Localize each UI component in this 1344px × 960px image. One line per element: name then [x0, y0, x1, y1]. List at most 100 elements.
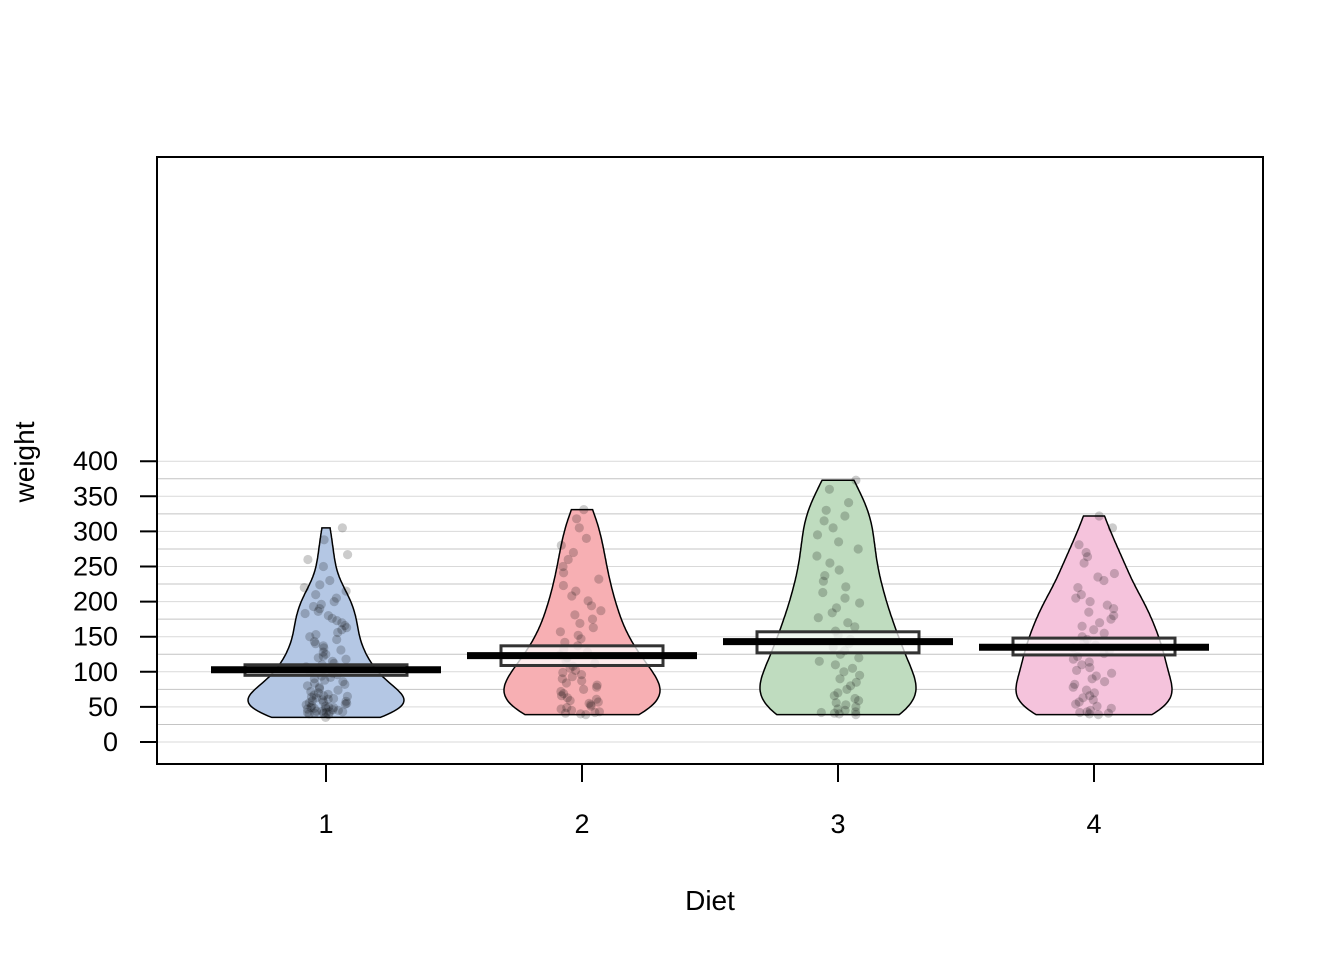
data-point	[850, 693, 860, 704]
data-point	[1106, 703, 1116, 713]
data-point	[1093, 572, 1103, 582]
data-point	[567, 672, 577, 682]
x-axis-title: Diet	[685, 885, 735, 916]
data-point	[594, 707, 605, 717]
data-point	[320, 701, 330, 711]
y-tick-label: 400	[73, 446, 118, 476]
data-point	[332, 616, 342, 626]
data-point	[314, 684, 325, 694]
data-point	[343, 550, 353, 560]
data-point	[581, 533, 592, 544]
data-point	[340, 620, 350, 631]
violins	[247, 479, 1173, 719]
data-point	[321, 707, 331, 718]
data-point	[305, 632, 315, 642]
data-point	[1102, 600, 1112, 610]
data-point	[1107, 668, 1117, 678]
data-point	[316, 599, 326, 610]
data-point	[847, 663, 858, 673]
data-point	[854, 653, 864, 663]
data-point	[586, 701, 596, 711]
data-point	[302, 707, 313, 718]
data-point	[307, 696, 317, 706]
data-point	[313, 606, 323, 617]
violin-diet-1	[247, 527, 405, 719]
data-point	[340, 679, 350, 690]
data-point	[583, 596, 593, 606]
data-point	[327, 613, 337, 624]
y-tick-label: 250	[73, 552, 118, 582]
data-point	[835, 674, 845, 684]
data-point	[317, 695, 327, 705]
data-point	[576, 670, 587, 680]
data-point	[571, 665, 581, 676]
violin-diet-4	[1015, 515, 1173, 716]
data-point	[1072, 665, 1082, 676]
data-point	[570, 610, 580, 620]
data-point	[319, 643, 329, 653]
data-point	[558, 561, 568, 572]
data-point	[850, 622, 860, 632]
y-axis-title: weight	[9, 421, 40, 503]
data-point	[855, 670, 865, 680]
x-axis: 1 2 3 4	[318, 764, 1102, 839]
data-point	[851, 475, 861, 485]
data-point	[577, 676, 587, 686]
data-point	[318, 647, 328, 657]
data-point	[1085, 663, 1095, 673]
data-point	[329, 703, 339, 713]
data-point	[1078, 693, 1088, 703]
data-point	[567, 591, 577, 601]
data-point	[854, 696, 864, 706]
data-point	[308, 601, 319, 612]
data-point	[841, 582, 851, 592]
data-point	[1099, 628, 1109, 638]
data-point	[318, 708, 329, 718]
data-point	[840, 511, 850, 521]
data-point	[319, 535, 329, 545]
data-point	[830, 660, 841, 670]
data-point	[1109, 568, 1119, 579]
data-point	[839, 667, 849, 677]
y-tick-label: 0	[103, 727, 118, 757]
data-point	[556, 540, 566, 551]
data-point	[310, 708, 320, 718]
data-point	[306, 703, 316, 713]
data-point	[318, 641, 328, 651]
data-point	[851, 710, 861, 720]
data-point	[831, 603, 842, 613]
data-point	[342, 691, 352, 702]
data-point	[299, 583, 309, 593]
data-point	[304, 698, 314, 708]
data-point	[568, 547, 579, 558]
data-point	[323, 689, 333, 699]
data-point	[558, 580, 569, 591]
data-point	[1089, 625, 1099, 635]
data-point	[557, 691, 567, 701]
y-tick-label: 300	[73, 516, 118, 546]
data-point	[324, 710, 334, 720]
data-point	[592, 682, 602, 692]
data-point	[318, 561, 328, 572]
data-point	[555, 627, 566, 637]
data-point	[342, 623, 352, 633]
data-point	[579, 684, 589, 695]
data-point	[1070, 679, 1080, 690]
data-point	[565, 696, 575, 706]
data-point	[559, 689, 569, 699]
data-point	[309, 637, 319, 647]
data-point	[329, 693, 339, 704]
data-point	[1082, 552, 1093, 562]
data-point	[559, 568, 569, 578]
data-point	[337, 625, 347, 635]
data-point	[306, 692, 317, 702]
data-point	[333, 705, 343, 716]
data-point	[311, 630, 321, 640]
data-point	[573, 630, 583, 640]
data-point	[340, 699, 350, 709]
data-point	[309, 703, 319, 713]
data-point	[851, 702, 861, 712]
data-point	[833, 688, 843, 698]
y-tick-label: 100	[73, 657, 118, 687]
data-point	[556, 686, 566, 697]
